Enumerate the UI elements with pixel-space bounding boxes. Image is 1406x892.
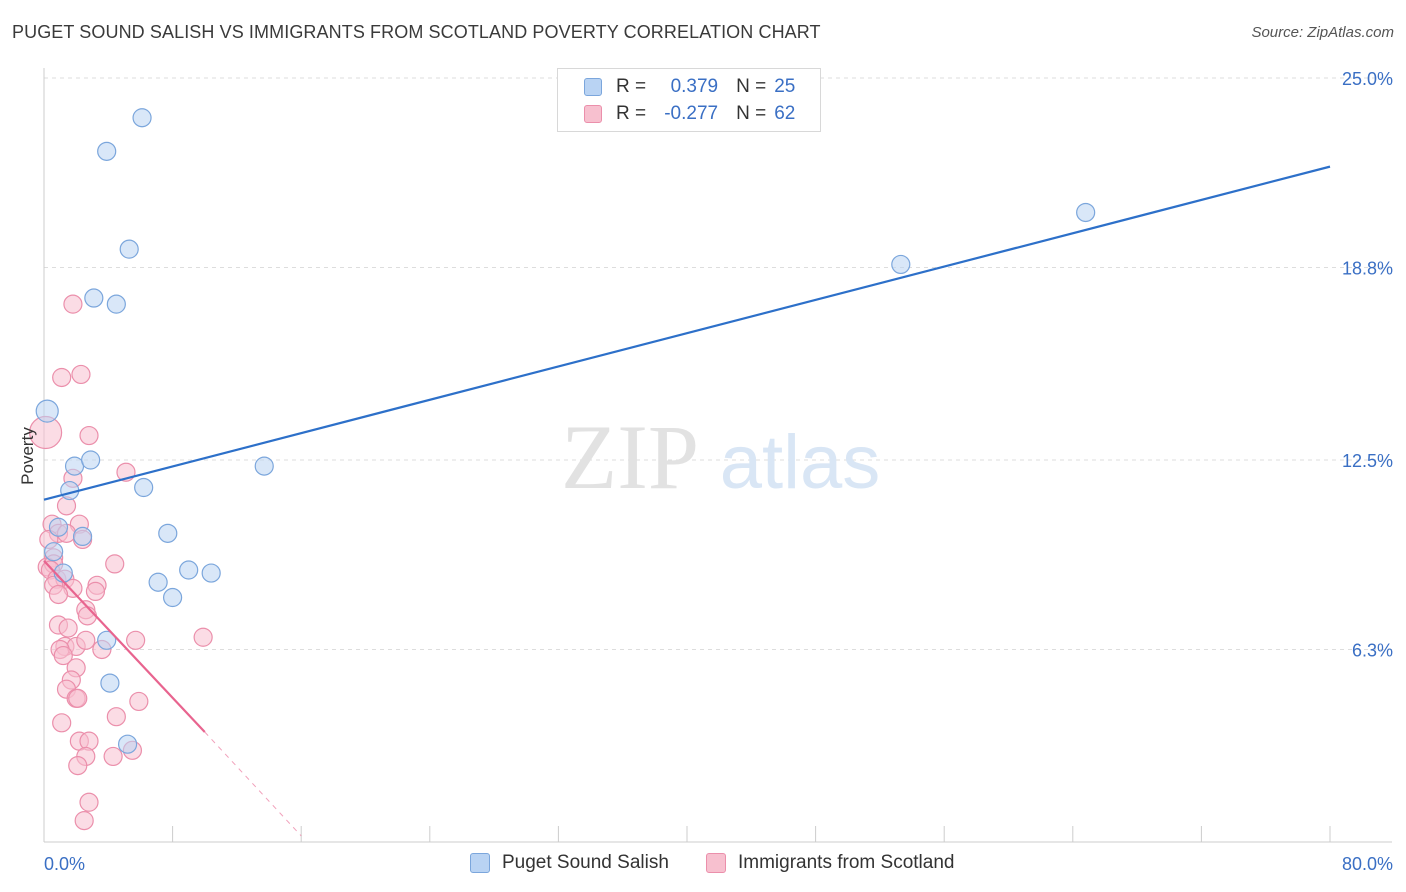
scotland-legend-label: Immigrants from Scotland <box>738 852 955 873</box>
scotland-point <box>63 294 83 314</box>
scotland-point <box>52 367 72 388</box>
scotland-point <box>193 627 213 647</box>
legend-r-value: 0.379 <box>670 76 719 97</box>
scotland-point <box>79 792 99 812</box>
legend-row-puget: R = 0.379 N = 25 <box>584 74 795 100</box>
legend-r-value: -0.277 <box>664 103 719 124</box>
legend-n-value: 25 <box>774 76 796 97</box>
y-tick-label: 6.3% <box>1352 640 1393 660</box>
legend-n-label: N = <box>736 103 767 124</box>
scotland-point <box>58 618 78 638</box>
scotland-point <box>103 746 123 767</box>
puget-point <box>119 239 139 259</box>
scotland-point <box>74 811 94 831</box>
legend-n-label: N = <box>736 76 767 97</box>
puget-point <box>100 673 120 693</box>
puget-point <box>254 456 274 476</box>
puget-point <box>64 456 85 476</box>
puget-point <box>44 542 64 562</box>
legend-row-scotland: R = -0.277 N = 62 <box>584 101 795 127</box>
puget-sound-salish-points <box>35 108 1096 754</box>
scotland-point <box>71 364 91 385</box>
legend-item-scotland: Immigrants from Scotland <box>706 852 954 874</box>
scotland-point <box>48 584 69 605</box>
scotland-point <box>79 425 99 446</box>
y-tick-label: 18.8% <box>1342 258 1393 278</box>
scotland-point <box>85 581 106 602</box>
chart-title: PUGET SOUND SALISH VS IMMIGRANTS FROM SC… <box>12 22 821 42</box>
puget-point <box>48 517 69 537</box>
puget-point <box>97 141 117 161</box>
scotland-point <box>52 713 72 733</box>
stats-legend: R = 0.379 N = 25 R = -0.277 N = 62 <box>557 68 821 132</box>
y-tick-label: 25.0% <box>1342 69 1393 89</box>
y-tick-label: 12.5% <box>1342 451 1393 471</box>
puget-point <box>97 630 117 650</box>
watermark-atlas: atlas <box>720 420 881 505</box>
legend-n-value: 62 <box>774 103 796 124</box>
gridlines <box>44 77 1392 650</box>
puget-point <box>1076 202 1096 223</box>
puget-legend-label: Puget Sound Salish <box>502 852 669 873</box>
y-axis-label: Poverty <box>18 427 37 485</box>
scotland-point <box>129 691 149 712</box>
puget-swatch <box>584 78 602 96</box>
puget-point <box>148 572 168 592</box>
legend-item-puget: Puget Sound Salish <box>470 852 669 874</box>
x-tick-label-max: 80.0% <box>1342 854 1393 874</box>
puget-trend-line <box>43 165 1331 501</box>
trend-lines <box>43 165 1331 837</box>
x-tick-label-min: 0.0% <box>44 854 85 874</box>
legend-r-label: R = <box>616 76 647 97</box>
axes <box>43 68 1392 843</box>
scotland-point <box>76 630 96 650</box>
scotland-legend-swatch <box>706 853 726 873</box>
tick-labels: 6.3% 12.5% 18.8% 25.0% 0.0% 80.0% <box>44 69 1393 874</box>
scotland-point <box>68 755 88 776</box>
scotland-point <box>53 645 73 666</box>
scotland-trend-line <box>43 560 206 733</box>
puget-point <box>117 734 138 754</box>
puget-point <box>179 560 199 580</box>
source-label: Source: ZipAtlas.com <box>1251 24 1394 41</box>
puget-point <box>84 288 104 308</box>
scotland-point <box>68 688 88 708</box>
scotland-point <box>105 554 125 574</box>
scotland-point <box>106 707 126 727</box>
watermark-zip: ZIP <box>561 406 699 508</box>
scotland-trend-extension <box>204 731 302 837</box>
scotland-point <box>77 606 98 626</box>
series-legend: Puget Sound Salish Immigrants from Scotl… <box>0 852 1406 878</box>
puget-point <box>163 587 183 608</box>
puget-legend-swatch <box>470 853 490 873</box>
scotland-point <box>126 630 146 650</box>
watermark: ZIP atlas <box>561 406 880 508</box>
puget-point <box>106 294 126 314</box>
puget-point <box>132 108 152 128</box>
puget-point <box>158 523 178 543</box>
legend-r-label: R = <box>616 103 647 124</box>
puget-point <box>81 450 101 470</box>
puget-point <box>201 563 221 583</box>
puget-point <box>134 477 154 498</box>
scotland-swatch <box>584 105 602 123</box>
puget-point <box>72 526 93 547</box>
puget-point <box>35 399 59 423</box>
puget-point <box>891 254 911 275</box>
